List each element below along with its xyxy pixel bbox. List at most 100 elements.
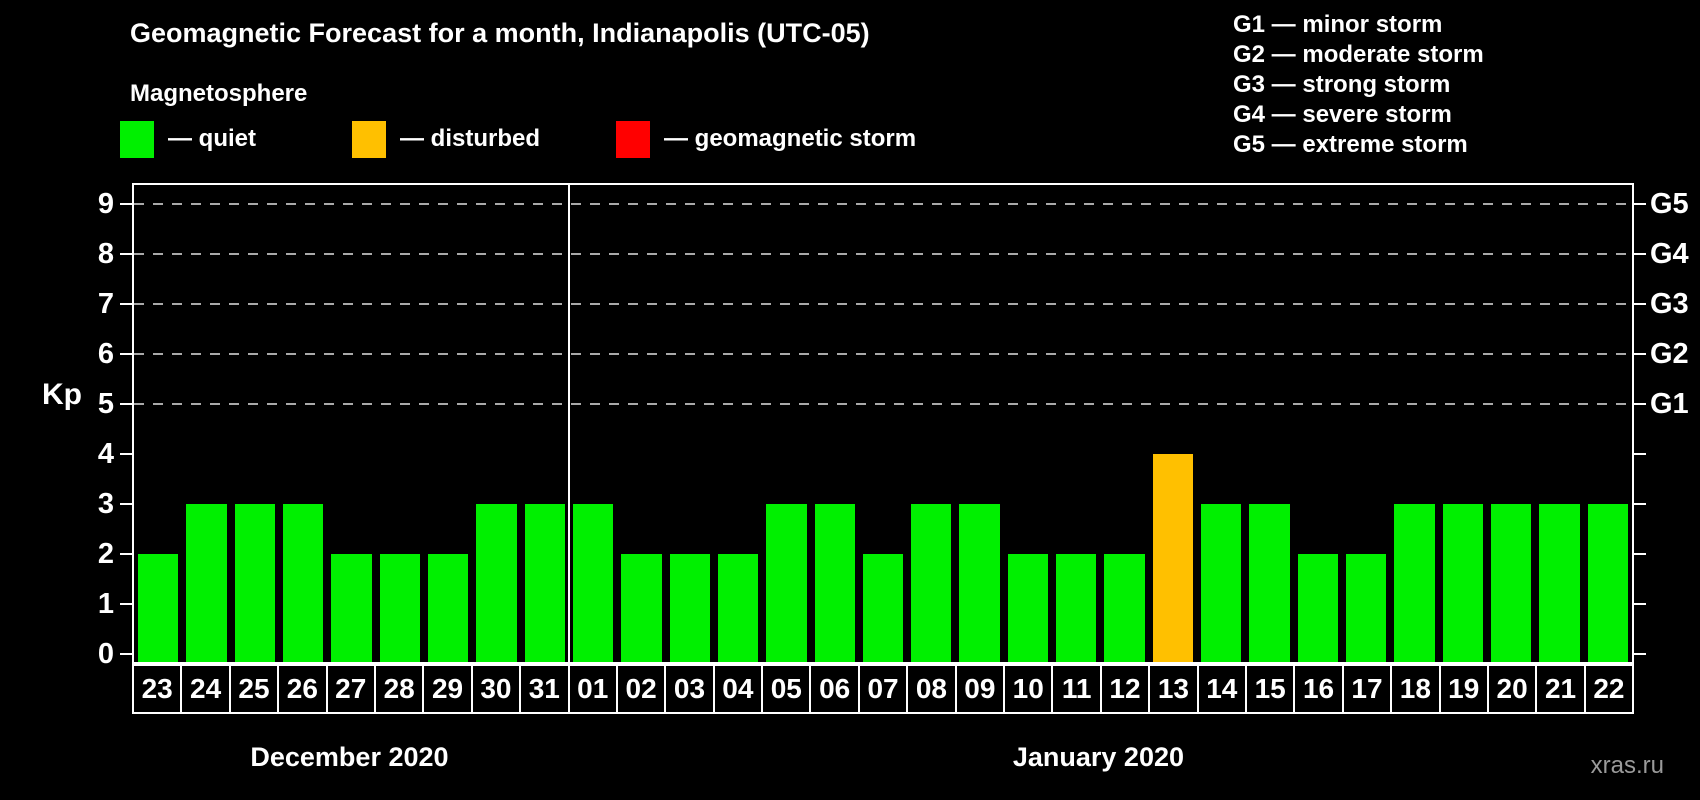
y-tick-left-0 [120, 653, 132, 655]
y-tick-right-7 [1634, 303, 1646, 305]
y-tick-right-3 [1634, 503, 1646, 505]
storm-scale-line-g1: G1 — minor storm [1233, 11, 1443, 38]
day-label-02: 02 [617, 666, 665, 712]
kp-bar-day-25 [234, 504, 275, 662]
kp-bar-day-26 [282, 504, 324, 662]
kp-bar-day-01 [572, 504, 614, 662]
day-label-19: 19 [1440, 666, 1487, 712]
day-label-21: 21 [1537, 666, 1584, 712]
y-tick-label-7: 7 [97, 288, 114, 320]
day-label-11: 11 [1053, 666, 1100, 712]
day-label-30: 30 [472, 666, 520, 712]
kp-bar-day-13 [1152, 454, 1194, 662]
kp-bar-day-17 [1346, 554, 1387, 662]
day-label-03: 03 [666, 666, 713, 712]
day-label-28: 28 [375, 666, 423, 712]
y-tick-right-4 [1634, 453, 1646, 455]
legend-label-storm: — geomagnetic storm [664, 125, 917, 152]
y-tick-right-5 [1634, 403, 1646, 405]
kp-bar-day-21 [1539, 504, 1580, 662]
chart-title: Geomagnetic Forecast for a month, Indian… [130, 18, 870, 48]
day-label-20: 20 [1488, 666, 1536, 712]
day-label-22: 22 [1585, 666, 1633, 712]
day-label-24: 24 [182, 666, 229, 712]
y-tick-label-3: 3 [97, 488, 114, 520]
kp-bar-day-30 [476, 504, 517, 662]
day-label-07: 07 [859, 666, 907, 712]
y-tick-right-6 [1634, 353, 1646, 355]
kp-bar-day-04 [717, 554, 759, 662]
y-tick-label-6: 6 [97, 338, 114, 370]
kp-bar-day-31 [524, 504, 565, 662]
day-label-09: 09 [956, 666, 1004, 712]
y-tick-right-2 [1634, 553, 1646, 555]
y-tick-left-9 [120, 203, 132, 205]
kp-bar-day-20 [1491, 504, 1532, 662]
storm-scale-line-g3: G3 — strong storm [1233, 71, 1451, 98]
y-tick-label-1: 1 [97, 588, 114, 620]
kp-bar-day-02 [621, 554, 662, 662]
gridline-kp9 [134, 203, 1632, 205]
day-label-13: 13 [1150, 666, 1197, 712]
kp-bar-day-14 [1201, 504, 1242, 662]
gridline-kp6 [134, 353, 1632, 355]
day-label-23: 23 [134, 666, 181, 712]
month-label-january: January 2020 [1012, 742, 1184, 772]
storm-color-swatch [616, 120, 650, 158]
y-tick-left-3 [120, 503, 132, 505]
day-label-14: 14 [1198, 666, 1245, 712]
legend-label-quiet: — quiet [168, 125, 256, 152]
y-tick-left-1 [120, 603, 132, 605]
y-tick-left-6 [120, 353, 132, 355]
kp-bar-day-23 [138, 554, 179, 662]
quiet-color-swatch [120, 120, 154, 158]
kp-bar-day-16 [1297, 554, 1339, 662]
y-tick-right-0 [1634, 653, 1646, 655]
day-label-25: 25 [230, 666, 278, 712]
kp-bar-day-19 [1442, 504, 1484, 662]
gridline-kp8 [134, 253, 1632, 255]
y-tick-left-7 [120, 303, 132, 305]
x-axis-day-row: 23 24 25 26 27 28 29 30 31 01 02 03 04 05 06 07 08 09 10 11… [132, 664, 1634, 714]
storm-scale-legend: G1 — minor storm G2 — moderate storm G3 — … [1233, 10, 1484, 160]
legend-item-disturbed: — disturbed [352, 119, 540, 159]
kp-bar-day-18 [1394, 504, 1435, 662]
y-tick-label-5: 5 [97, 388, 114, 420]
y-tick-label-4: 4 [97, 438, 114, 470]
kp-bar-day-08 [911, 504, 952, 662]
day-label-17: 17 [1343, 666, 1391, 712]
month-separator [567, 185, 570, 662]
gridline-kp5 [134, 403, 1632, 405]
kp-bar-day-12 [1104, 554, 1145, 662]
g-scale-label-g5: G5 [1650, 188, 1689, 220]
y-tick-right-1 [1634, 603, 1646, 605]
kp-bar-day-28 [379, 554, 420, 662]
day-label-12: 12 [1101, 666, 1149, 712]
legend-item-quiet: — quiet [120, 119, 256, 159]
kp-bar-day-10 [1007, 554, 1049, 662]
y-tick-right-8 [1634, 253, 1646, 255]
y-tick-label-2: 2 [97, 538, 114, 570]
g-scale-label-g3: G3 [1650, 288, 1689, 320]
storm-scale-line-g5: G5 — extreme storm [1233, 131, 1468, 158]
day-label-04: 04 [714, 666, 762, 712]
storm-scale-line-g4: G4 — severe storm [1233, 101, 1452, 128]
kp-bar-day-15 [1249, 504, 1290, 662]
kp-bar-day-11 [1056, 554, 1097, 662]
kp-bar-day-06 [814, 504, 855, 662]
day-label-08: 08 [908, 666, 955, 712]
day-label-05: 05 [763, 666, 810, 712]
kp-bar-day-24 [186, 504, 227, 662]
legend-label-disturbed: — disturbed [400, 125, 541, 152]
day-label-06: 06 [811, 666, 858, 712]
day-label-31: 31 [521, 666, 568, 712]
kp-bar-day-22 [1587, 504, 1628, 662]
day-label-01: 01 [569, 666, 616, 712]
kp-bar-day-07 [862, 554, 904, 662]
y-tick-label-9: 9 [97, 188, 114, 220]
watermark-link[interactable]: xras.ru [1590, 752, 1664, 779]
g-scale-label-g2: G2 [1650, 338, 1689, 370]
kp-bar-day-03 [669, 554, 710, 662]
day-label-27: 27 [327, 666, 374, 712]
g-scale-label-g1: G1 [1650, 388, 1689, 420]
